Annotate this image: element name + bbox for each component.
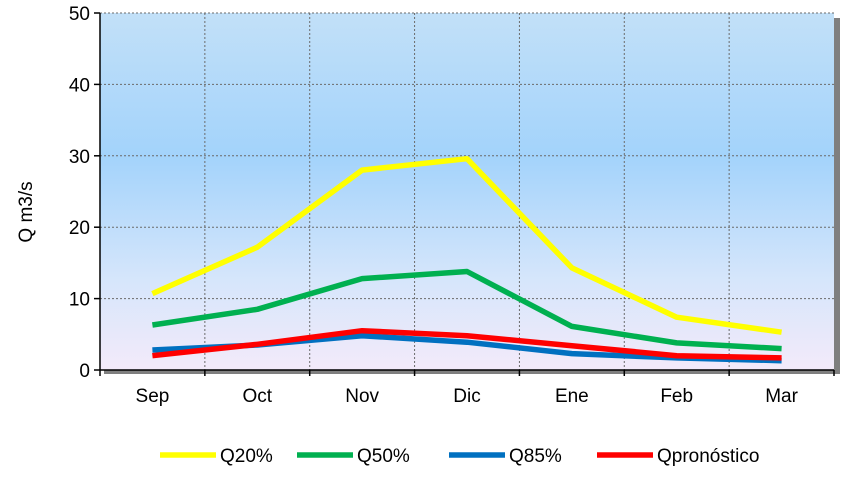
series-line xyxy=(151,155,782,335)
series-line xyxy=(151,268,782,352)
x-tick-label: Sep xyxy=(136,386,170,407)
x-tick-label: Nov xyxy=(345,386,379,407)
x-tick-label: Dic xyxy=(453,386,480,407)
legend: Q20% Q50% Q85% Qpronóstico xyxy=(160,446,759,467)
x-tick-labels: Sep Oct Nov Dic Ene Feb Mar xyxy=(136,386,799,407)
gridlines xyxy=(100,12,834,370)
y-tick-labels: 0 10 20 30 40 50 xyxy=(69,4,90,382)
legend-label: Q50% xyxy=(357,446,410,467)
series-line xyxy=(152,327,782,361)
y-tick-label: 0 xyxy=(79,361,90,382)
legend-label: Qpronóstico xyxy=(657,446,759,467)
x-tick-label: Oct xyxy=(243,386,273,407)
legend-label: Q20% xyxy=(220,446,273,467)
x-tick-label: Feb xyxy=(660,386,693,407)
x-tick-label: Mar xyxy=(765,386,798,407)
axes xyxy=(94,12,835,376)
y-tick-label: 20 xyxy=(69,218,90,239)
y-tick-label: 10 xyxy=(69,290,90,311)
x-tick-label: Ene xyxy=(555,386,589,407)
y-tick-label: 50 xyxy=(69,4,90,25)
series-lines xyxy=(151,155,782,364)
plot-area xyxy=(100,13,834,370)
y-tick-label: 30 xyxy=(69,147,90,168)
y-axis-title: Q m3/s xyxy=(16,181,37,242)
legend-label: Q85% xyxy=(509,446,562,467)
y-tick-label: 40 xyxy=(69,75,90,96)
